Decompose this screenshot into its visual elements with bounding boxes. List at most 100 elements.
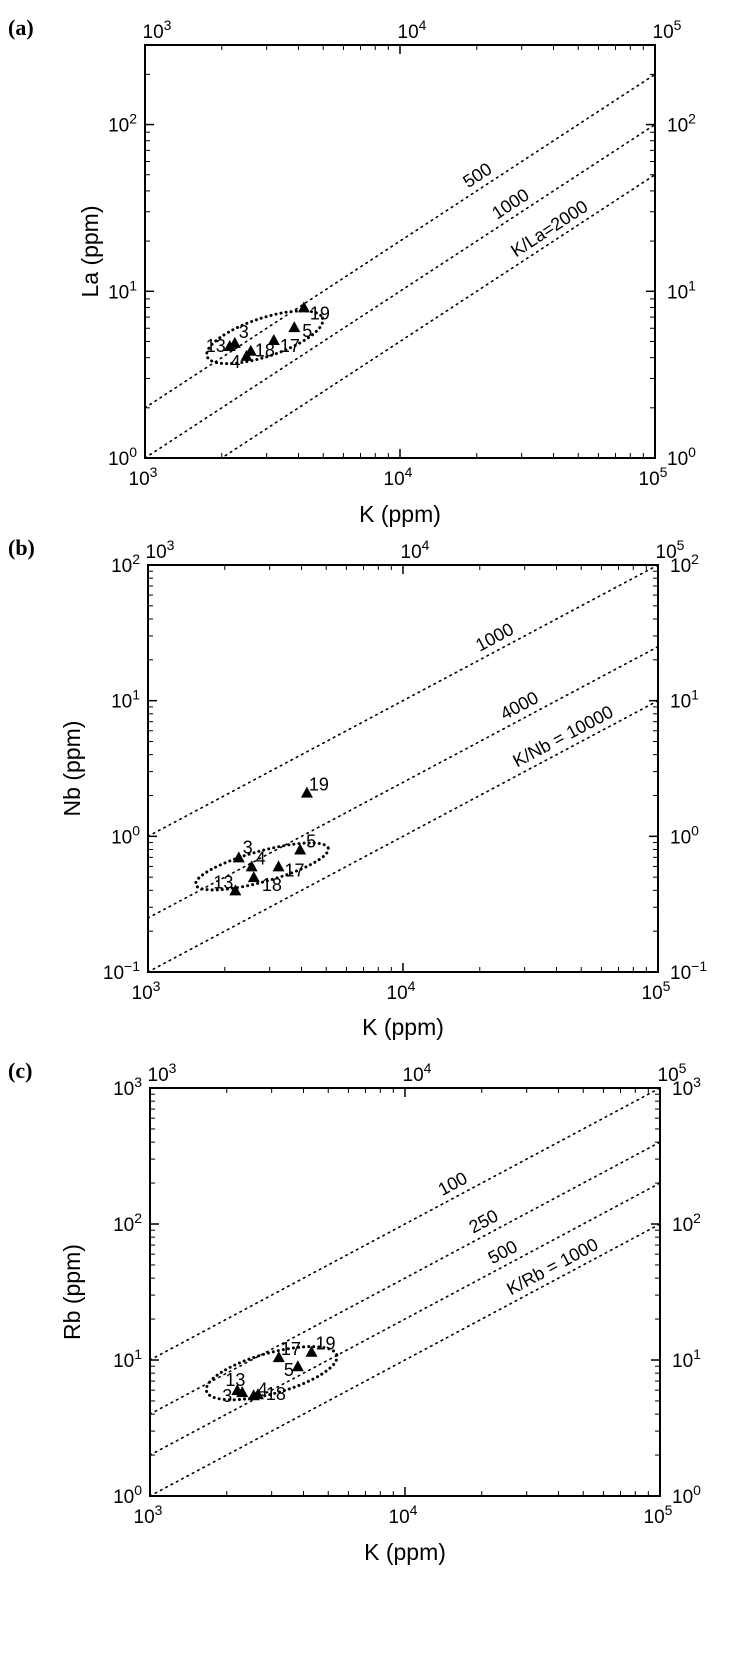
y-tick-label-right: 100: [667, 444, 696, 470]
panel-label: (c): [8, 1058, 32, 1083]
y-tick-label: 101: [113, 1346, 142, 1372]
x-axis-title: K (ppm): [362, 1014, 444, 1040]
plot-frame: [144, 44, 656, 459]
ratio-label: K/Rb = 1000: [503, 1234, 601, 1299]
x-axis-title: K (ppm): [364, 1539, 446, 1565]
point-label: 18: [262, 875, 282, 895]
data-point: [223, 339, 236, 351]
data-point: [267, 334, 280, 346]
x-tick-label: 105: [642, 978, 671, 1004]
data-point: [297, 301, 310, 313]
ratio-line: [150, 1141, 660, 1415]
point-label: 19: [316, 1334, 336, 1354]
ratio-line: [145, 123, 655, 458]
ratio-label: 1000: [472, 619, 517, 655]
y-tick-label: 102: [113, 1210, 142, 1236]
ratio-label: 500: [485, 1236, 521, 1268]
point-label: 3: [239, 322, 249, 342]
y-tick-label: 102: [111, 551, 140, 577]
data-point: [251, 1388, 264, 1400]
sample-ellipse: [194, 841, 330, 892]
data-point: [294, 843, 307, 855]
point-label: 4: [258, 1379, 268, 1399]
data-point: [272, 860, 285, 872]
y-tick-label-right: 103: [672, 1074, 701, 1100]
ratio-line: [145, 73, 655, 409]
y-tick-label-right: 102: [670, 551, 699, 577]
ratio-lines: [145, 73, 655, 458]
y-axis-title: La (ppm): [77, 205, 103, 297]
point-label: 17: [281, 1339, 301, 1359]
x-tick-label: 104: [389, 1502, 418, 1528]
point-label: 5: [306, 831, 316, 851]
y-tick-label-right: 102: [672, 1210, 701, 1236]
data-point: [228, 336, 241, 348]
ratio-label: 500: [459, 159, 495, 192]
ratio-line: [148, 699, 658, 972]
panel-label: (b): [8, 535, 35, 560]
point-label: 5: [284, 1360, 294, 1380]
point-label: 19: [310, 303, 330, 323]
y-tick-label: 102: [108, 111, 137, 137]
ratio-label: 1000: [488, 185, 532, 224]
x-tick-label: 103: [134, 1502, 163, 1528]
point-label: 3: [222, 1386, 232, 1406]
point-label: 17: [280, 336, 300, 356]
x-tick-label-top: 104: [398, 17, 427, 43]
ratio-lines: [148, 565, 658, 972]
y-tick-label: 100: [111, 822, 140, 848]
y-tick-label: 103: [113, 1074, 142, 1100]
x-axis-title: K (ppm): [359, 501, 441, 527]
point-label: 4: [256, 848, 266, 868]
ratio-line: [150, 1088, 660, 1361]
data-point: [291, 1360, 304, 1372]
x-tick-label-top: 103: [148, 1060, 177, 1086]
y-tick-label-right: 100: [670, 822, 699, 848]
point-label: 13: [206, 336, 226, 356]
data-point: [244, 344, 257, 356]
y-tick-label: 101: [111, 687, 140, 713]
x-tick-label-top: 105: [656, 537, 685, 563]
y-tick-label-right: 101: [672, 1346, 701, 1372]
point-label: 18: [255, 341, 275, 361]
y-tick-label-right: 101: [670, 687, 699, 713]
x-tick-label: 105: [644, 1502, 673, 1528]
ratio-label: 4000: [497, 687, 542, 723]
sample-ellipse: [204, 1345, 339, 1402]
x-tick-label-top: 105: [658, 1060, 687, 1086]
ratio-label: 100: [435, 1168, 471, 1200]
ratio-label: 250: [466, 1206, 502, 1238]
panel-label: (a): [8, 15, 34, 40]
plot-frame: [149, 1087, 661, 1497]
y-tick-label: 101: [108, 277, 137, 303]
ratio-line: [148, 565, 658, 838]
x-tick-label-top: 104: [403, 1060, 432, 1086]
y-tick-label-right: 101: [667, 277, 696, 303]
y-tick-label: 10−1: [103, 958, 140, 984]
point-label: 3: [243, 837, 253, 857]
x-tick-label: 104: [387, 978, 416, 1004]
y-tick-label: 100: [108, 444, 137, 470]
x-tick-label: 104: [384, 464, 413, 490]
x-tick-label: 103: [132, 978, 161, 1004]
data-point: [232, 851, 245, 863]
x-tick-label-top: 105: [653, 17, 682, 43]
y-axis-title: Rb (ppm): [59, 1244, 85, 1340]
data-point: [229, 884, 242, 896]
data-point: [247, 871, 260, 883]
point-label: 13: [225, 1370, 245, 1390]
y-axis-title: Nb (ppm): [59, 721, 85, 817]
y-tick-label-right: 102: [667, 111, 696, 137]
ratio-line: [220, 173, 655, 458]
data-point: [245, 860, 258, 872]
data-point: [272, 1351, 285, 1363]
y-tick-label: 100: [113, 1482, 142, 1508]
point-label: 5: [302, 321, 312, 341]
ratio-line: [150, 1223, 660, 1496]
x-tick-label-top: 104: [401, 537, 430, 563]
point-label: 4: [230, 352, 240, 372]
data-point: [300, 786, 313, 798]
